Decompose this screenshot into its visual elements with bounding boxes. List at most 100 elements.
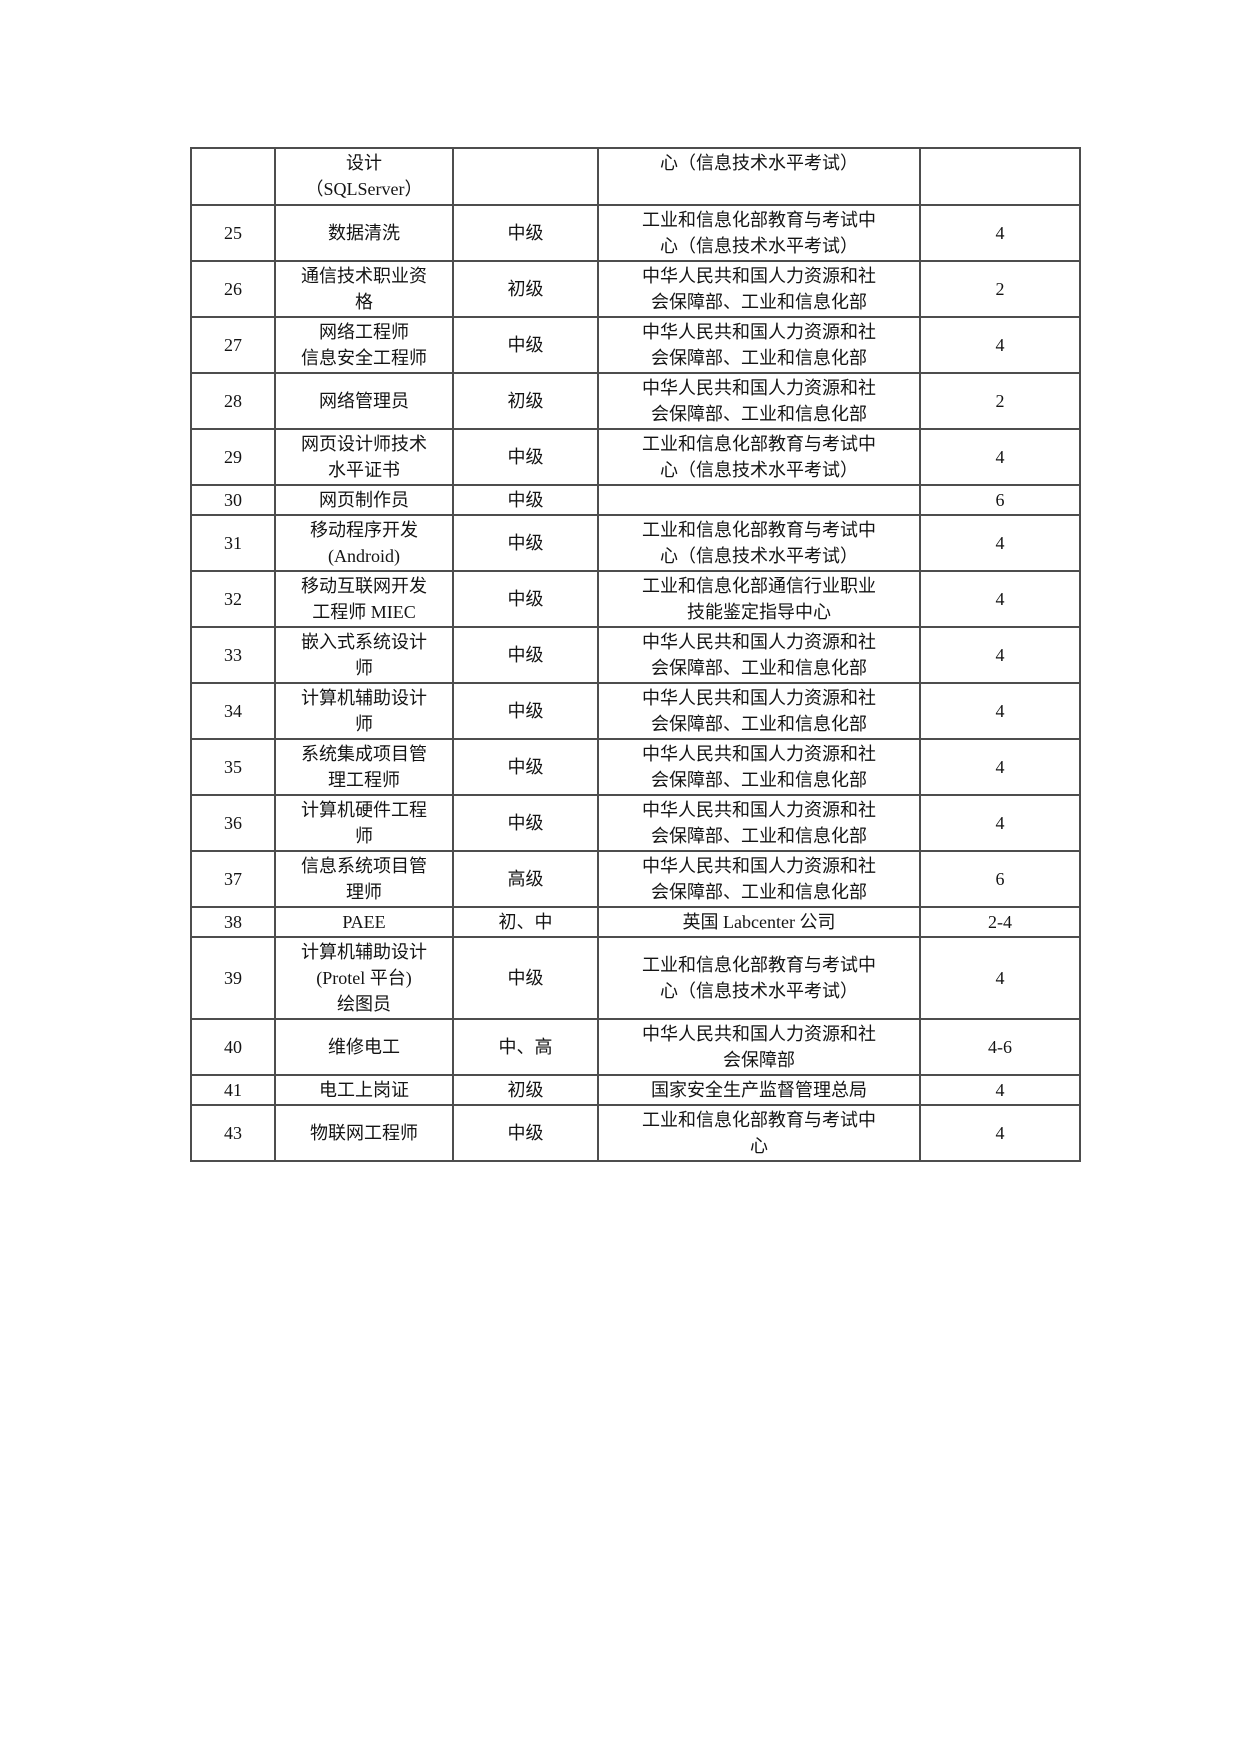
cell-certificate-name: 网络工程师 信息安全工程师: [274, 316, 454, 374]
cell-serial-number: 26: [190, 260, 276, 318]
cell-certificate-name: 嵌入式系统设计 师: [274, 626, 454, 684]
cell-issuing-org: 工业和信息化部通信行业职业 技能鉴定指导中心: [597, 570, 921, 628]
table-row: 41 电工上岗证 初级 国家安全生产监督管理总局 4: [190, 1074, 1081, 1106]
cell-credit: 4: [919, 570, 1081, 628]
cell-issuing-org: 工业和信息化部教育与考试中 心（信息技术水平考试）: [597, 514, 921, 572]
table-row: 设计 （SQLServer） 心（信息技术水平考试）: [190, 147, 1081, 206]
cell-certificate-name: 移动程序开发 (Android): [274, 514, 454, 572]
cell-credit: 4: [919, 514, 1081, 572]
cell-issuing-org: 工业和信息化部教育与考试中 心（信息技术水平考试）: [597, 428, 921, 486]
cell-serial-number: 35: [190, 738, 276, 796]
cell-credit: 4: [919, 316, 1081, 374]
cell-issuing-org: 工业和信息化部教育与考试中 心: [597, 1104, 921, 1162]
cell-level: 初、中: [452, 906, 599, 938]
cell-level: 初级: [452, 1074, 599, 1106]
cell-certificate-name: 系统集成项目管 理工程师: [274, 738, 454, 796]
cell-certificate-name: 物联网工程师: [274, 1104, 454, 1162]
cell-credit: 2: [919, 372, 1081, 430]
cell-credit: 4: [919, 1074, 1081, 1106]
table-row: 34 计算机辅助设计 师 中级 中华人民共和国人力资源和社 会保障部、工业和信息…: [190, 682, 1081, 740]
cell-serial-number: 34: [190, 682, 276, 740]
cell-credit: 6: [919, 484, 1081, 516]
table-row: 39 计算机辅助设计 (Protel 平台) 绘图员 中级 工业和信息化部教育与…: [190, 936, 1081, 1020]
cell-serial-number: 41: [190, 1074, 276, 1106]
cell-serial-number: 25: [190, 204, 276, 262]
cell-issuing-org: 心（信息技术水平考试）: [597, 147, 921, 206]
cell-serial-number: 36: [190, 794, 276, 852]
cell-certificate-name: 网络管理员: [274, 372, 454, 430]
cell-serial-number: 28: [190, 372, 276, 430]
cell-level: 中级: [452, 428, 599, 486]
cell-credit: 4: [919, 682, 1081, 740]
table-row: 31 移动程序开发 (Android) 中级 工业和信息化部教育与考试中 心（信…: [190, 514, 1081, 572]
cell-credit: 4-6: [919, 1018, 1081, 1076]
cell-issuing-org: 中华人民共和国人力资源和社 会保障部、工业和信息化部: [597, 316, 921, 374]
cell-serial-number: 39: [190, 936, 276, 1020]
cell-issuing-org: 工业和信息化部教育与考试中 心（信息技术水平考试）: [597, 204, 921, 262]
cell-issuing-org: [597, 484, 921, 516]
table-row: 30 网页制作员 中级 6: [190, 484, 1081, 516]
table-row: 36 计算机硬件工程 师 中级 中华人民共和国人力资源和社 会保障部、工业和信息…: [190, 794, 1081, 852]
table-row: 32 移动互联网开发 工程师 MIEC 中级 工业和信息化部通信行业职业 技能鉴…: [190, 570, 1081, 628]
cell-credit: 4: [919, 936, 1081, 1020]
cell-serial-number: [190, 147, 276, 206]
cell-certificate-name: 网页制作员: [274, 484, 454, 516]
certificate-table-body: 设计 （SQLServer） 心（信息技术水平考试） 25 数据清洗 中级 工业…: [190, 147, 1081, 1162]
cell-credit: 2: [919, 260, 1081, 318]
cell-credit: 4: [919, 738, 1081, 796]
cell-certificate-name: 移动互联网开发 工程师 MIEC: [274, 570, 454, 628]
cell-serial-number: 27: [190, 316, 276, 374]
cell-issuing-org: 国家安全生产监督管理总局: [597, 1074, 921, 1106]
cell-certificate-name: 电工上岗证: [274, 1074, 454, 1106]
cell-level: 中级: [452, 484, 599, 516]
cell-issuing-org: 中华人民共和国人力资源和社 会保障部、工业和信息化部: [597, 260, 921, 318]
cell-issuing-org: 英国 Labcenter 公司: [597, 906, 921, 938]
cell-credit: 4: [919, 204, 1081, 262]
cell-certificate-name: PAEE: [274, 906, 454, 938]
cell-level: [452, 147, 599, 206]
certificate-table: 设计 （SQLServer） 心（信息技术水平考试） 25 数据清洗 中级 工业…: [190, 147, 1081, 1162]
cell-level: 中级: [452, 738, 599, 796]
cell-certificate-name: 网页设计师技术 水平证书: [274, 428, 454, 486]
cell-issuing-org: 中华人民共和国人力资源和社 会保障部、工业和信息化部: [597, 850, 921, 908]
table-row: 26 通信技术职业资 格 初级 中华人民共和国人力资源和社 会保障部、工业和信息…: [190, 260, 1081, 318]
table-row: 35 系统集成项目管 理工程师 中级 中华人民共和国人力资源和社 会保障部、工业…: [190, 738, 1081, 796]
cell-level: 高级: [452, 850, 599, 908]
cell-serial-number: 37: [190, 850, 276, 908]
cell-credit: 4: [919, 794, 1081, 852]
cell-credit: 4: [919, 428, 1081, 486]
cell-level: 初级: [452, 372, 599, 430]
table-row: 33 嵌入式系统设计 师 中级 中华人民共和国人力资源和社 会保障部、工业和信息…: [190, 626, 1081, 684]
cell-credit: 4: [919, 1104, 1081, 1162]
cell-issuing-org: 中华人民共和国人力资源和社 会保障部、工业和信息化部: [597, 794, 921, 852]
cell-issuing-org: 中华人民共和国人力资源和社 会保障部: [597, 1018, 921, 1076]
cell-issuing-org: 中华人民共和国人力资源和社 会保障部、工业和信息化部: [597, 738, 921, 796]
table-row: 28 网络管理员 初级 中华人民共和国人力资源和社 会保障部、工业和信息化部 2: [190, 372, 1081, 430]
cell-issuing-org: 中华人民共和国人力资源和社 会保障部、工业和信息化部: [597, 682, 921, 740]
table-row: 25 数据清洗 中级 工业和信息化部教育与考试中 心（信息技术水平考试） 4: [190, 204, 1081, 262]
cell-issuing-org: 中华人民共和国人力资源和社 会保障部、工业和信息化部: [597, 372, 921, 430]
cell-credit: [919, 147, 1081, 206]
table-row: 38 PAEE 初、中 英国 Labcenter 公司 2-4: [190, 906, 1081, 938]
cell-serial-number: 32: [190, 570, 276, 628]
cell-serial-number: 29: [190, 428, 276, 486]
cell-serial-number: 43: [190, 1104, 276, 1162]
table-row: 37 信息系统项目管 理师 高级 中华人民共和国人力资源和社 会保障部、工业和信…: [190, 850, 1081, 908]
cell-certificate-name: 通信技术职业资 格: [274, 260, 454, 318]
cell-level: 中级: [452, 570, 599, 628]
cell-serial-number: 33: [190, 626, 276, 684]
cell-credit: 4: [919, 626, 1081, 684]
cell-level: 中级: [452, 316, 599, 374]
table-row: 40 维修电工 中、高 中华人民共和国人力资源和社 会保障部 4-6: [190, 1018, 1081, 1076]
table-row: 29 网页设计师技术 水平证书 中级 工业和信息化部教育与考试中 心（信息技术水…: [190, 428, 1081, 486]
cell-certificate-name: 计算机辅助设计 师: [274, 682, 454, 740]
cell-issuing-org: 中华人民共和国人力资源和社 会保障部、工业和信息化部: [597, 626, 921, 684]
table-row: 27 网络工程师 信息安全工程师 中级 中华人民共和国人力资源和社 会保障部、工…: [190, 316, 1081, 374]
cell-certificate-name: 设计 （SQLServer）: [274, 147, 454, 206]
cell-level: 中级: [452, 682, 599, 740]
cell-certificate-name: 信息系统项目管 理师: [274, 850, 454, 908]
cell-credit: 6: [919, 850, 1081, 908]
cell-serial-number: 31: [190, 514, 276, 572]
cell-serial-number: 38: [190, 906, 276, 938]
